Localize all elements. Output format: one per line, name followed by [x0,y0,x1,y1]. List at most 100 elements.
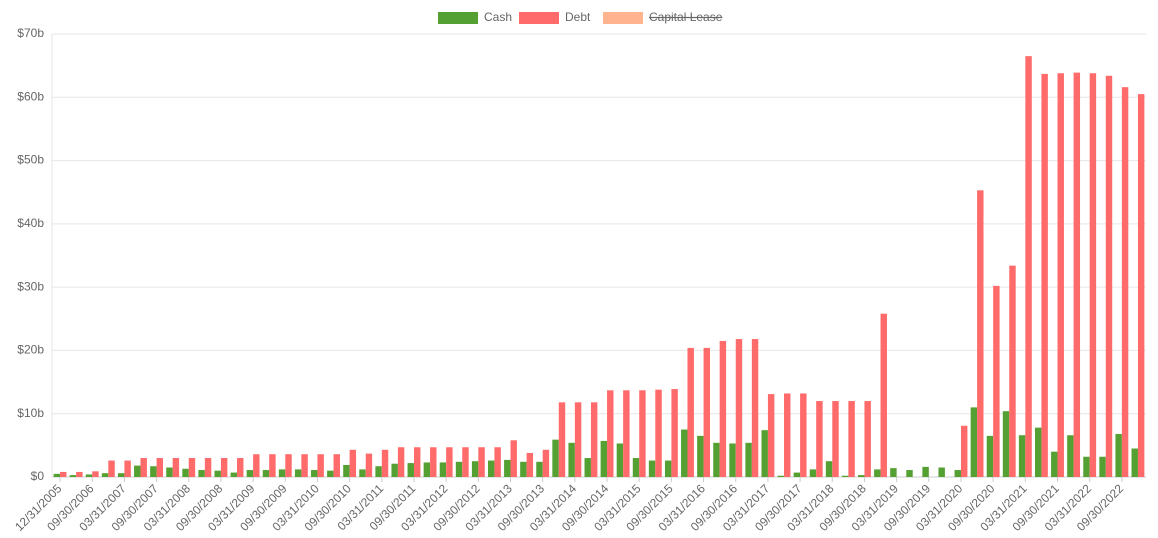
bar [439,462,447,477]
y-tick-label: $50b [17,153,44,167]
bar [1137,94,1145,477]
bar [294,469,302,477]
bar [751,339,759,477]
y-tick-label: $0 [31,469,45,483]
bar [471,461,479,477]
bar [204,458,212,477]
bar [150,466,157,477]
bar [1089,73,1097,477]
bar [188,458,196,477]
bar [681,429,688,477]
bar [574,402,582,477]
bar [890,468,897,477]
bar [359,469,366,477]
bar [713,442,720,477]
bar [777,475,785,477]
bar [1073,72,1081,478]
bar [198,470,205,477]
bar [1041,73,1048,478]
bar [993,285,1000,477]
y-tick-label: $30b [17,279,44,293]
bar [237,458,244,477]
bar [1083,456,1090,477]
bar [455,461,463,477]
bar [53,473,61,477]
bar [536,461,543,477]
bar [166,467,173,477]
bar [262,470,270,477]
bar [664,460,672,477]
bar [986,435,994,477]
bar [632,458,640,477]
bar [558,402,566,477]
bar [117,473,125,477]
bar [639,390,646,477]
bar [767,394,775,477]
bar [375,466,382,477]
bar [970,407,978,477]
bar [301,454,308,477]
bar [230,472,238,477]
bar [423,462,431,477]
bar [285,454,292,477]
bar [719,340,727,477]
bar [1121,87,1129,477]
bar [327,470,334,477]
bar [510,440,517,477]
bar [140,458,147,477]
bar [182,468,189,477]
bar [246,470,254,477]
bar [607,390,614,477]
bar [977,190,984,477]
bar [69,475,77,477]
bar [938,467,945,477]
bar [92,471,99,477]
bar [648,460,656,477]
y-tick-label: $60b [17,89,44,103]
bar [391,463,398,477]
bar [809,469,817,477]
bar [816,401,823,477]
bar [600,440,608,477]
y-tick-label: $70b [17,26,44,40]
bar [735,339,743,477]
bar [108,460,115,477]
bar [832,401,839,477]
bar [1025,56,1032,478]
bar [655,389,662,477]
bar [745,442,752,477]
bar [1067,435,1074,477]
bar [60,471,67,477]
bar [504,459,511,477]
legend-label: Cash [484,10,512,24]
bar [552,439,559,477]
bar [349,449,357,477]
bar [365,453,373,477]
bar [1115,433,1122,477]
legend-label: Debt [565,10,591,24]
bar [1009,265,1016,477]
bar [101,473,109,477]
y-tick-label: $10b [17,406,44,420]
legend-swatch [603,12,643,24]
bar [703,347,711,477]
bar [590,402,598,477]
bar [494,447,501,477]
bar [584,458,591,477]
y-tick-label: $40b [17,216,44,230]
bar [906,470,913,477]
legend-swatch [438,12,478,24]
bar [526,452,534,477]
bar [848,401,855,477]
bar [462,447,469,477]
bar [1105,75,1113,478]
bar [397,447,405,477]
bar [134,465,141,477]
y-tick-label: $20b [17,343,44,357]
bar [922,466,929,477]
bar [381,449,389,477]
bar [76,471,83,477]
bar [487,460,495,477]
bar [278,469,286,477]
